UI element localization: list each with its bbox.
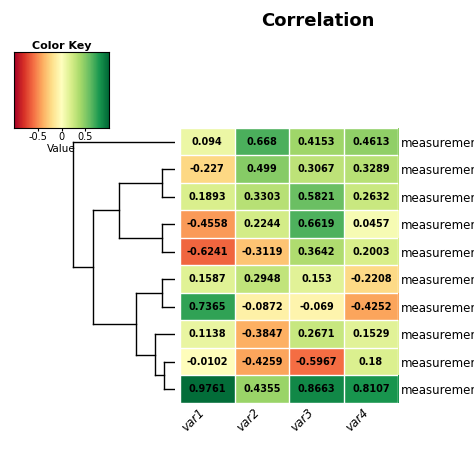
Text: -0.2208: -0.2208	[350, 274, 392, 284]
Text: 0.4613: 0.4613	[352, 137, 390, 147]
Text: 0.8107: 0.8107	[352, 384, 390, 394]
Text: 0.499: 0.499	[246, 164, 277, 174]
Text: 0.3642: 0.3642	[298, 246, 335, 257]
Text: -0.0872: -0.0872	[241, 301, 283, 312]
Text: 0.2003: 0.2003	[352, 246, 390, 257]
Text: 0.8663: 0.8663	[298, 384, 335, 394]
Text: 0.1893: 0.1893	[189, 191, 226, 202]
Text: 0.2244: 0.2244	[243, 219, 281, 229]
Text: 0.3303: 0.3303	[243, 191, 281, 202]
Text: 0.1529: 0.1529	[352, 329, 390, 339]
Text: 0.5821: 0.5821	[298, 191, 335, 202]
Text: 0.668: 0.668	[246, 137, 277, 147]
Text: 0.3289: 0.3289	[352, 164, 390, 174]
Text: 0.1587: 0.1587	[189, 274, 226, 284]
Text: 0.2632: 0.2632	[352, 191, 390, 202]
Text: -0.4558: -0.4558	[187, 219, 228, 229]
Text: -0.3847: -0.3847	[241, 329, 283, 339]
Text: 0.4355: 0.4355	[243, 384, 281, 394]
Text: 0.6619: 0.6619	[298, 219, 335, 229]
Text: 0.9761: 0.9761	[189, 384, 226, 394]
Text: -0.6241: -0.6241	[187, 246, 228, 257]
Text: 0.0457: 0.0457	[352, 219, 390, 229]
Text: 0.18: 0.18	[359, 356, 383, 367]
X-axis label: Value: Value	[47, 144, 76, 154]
Text: 0.4153: 0.4153	[298, 137, 335, 147]
Text: 0.2948: 0.2948	[243, 274, 281, 284]
Text: -0.5967: -0.5967	[296, 356, 337, 367]
Text: 0.3067: 0.3067	[298, 164, 335, 174]
Text: 0.153: 0.153	[301, 274, 332, 284]
Text: -0.227: -0.227	[190, 164, 225, 174]
Text: 0.094: 0.094	[192, 137, 223, 147]
Text: -0.069: -0.069	[299, 301, 334, 312]
Text: -0.0102: -0.0102	[187, 356, 228, 367]
Text: -0.3119: -0.3119	[241, 246, 283, 257]
Title: Color Key: Color Key	[32, 41, 91, 51]
Text: -0.4252: -0.4252	[350, 301, 392, 312]
Text: -0.4259: -0.4259	[241, 356, 283, 367]
Text: Correlation: Correlation	[261, 12, 374, 30]
Text: 0.1138: 0.1138	[189, 329, 226, 339]
Text: 0.7365: 0.7365	[189, 301, 226, 312]
Text: 0.2671: 0.2671	[298, 329, 335, 339]
